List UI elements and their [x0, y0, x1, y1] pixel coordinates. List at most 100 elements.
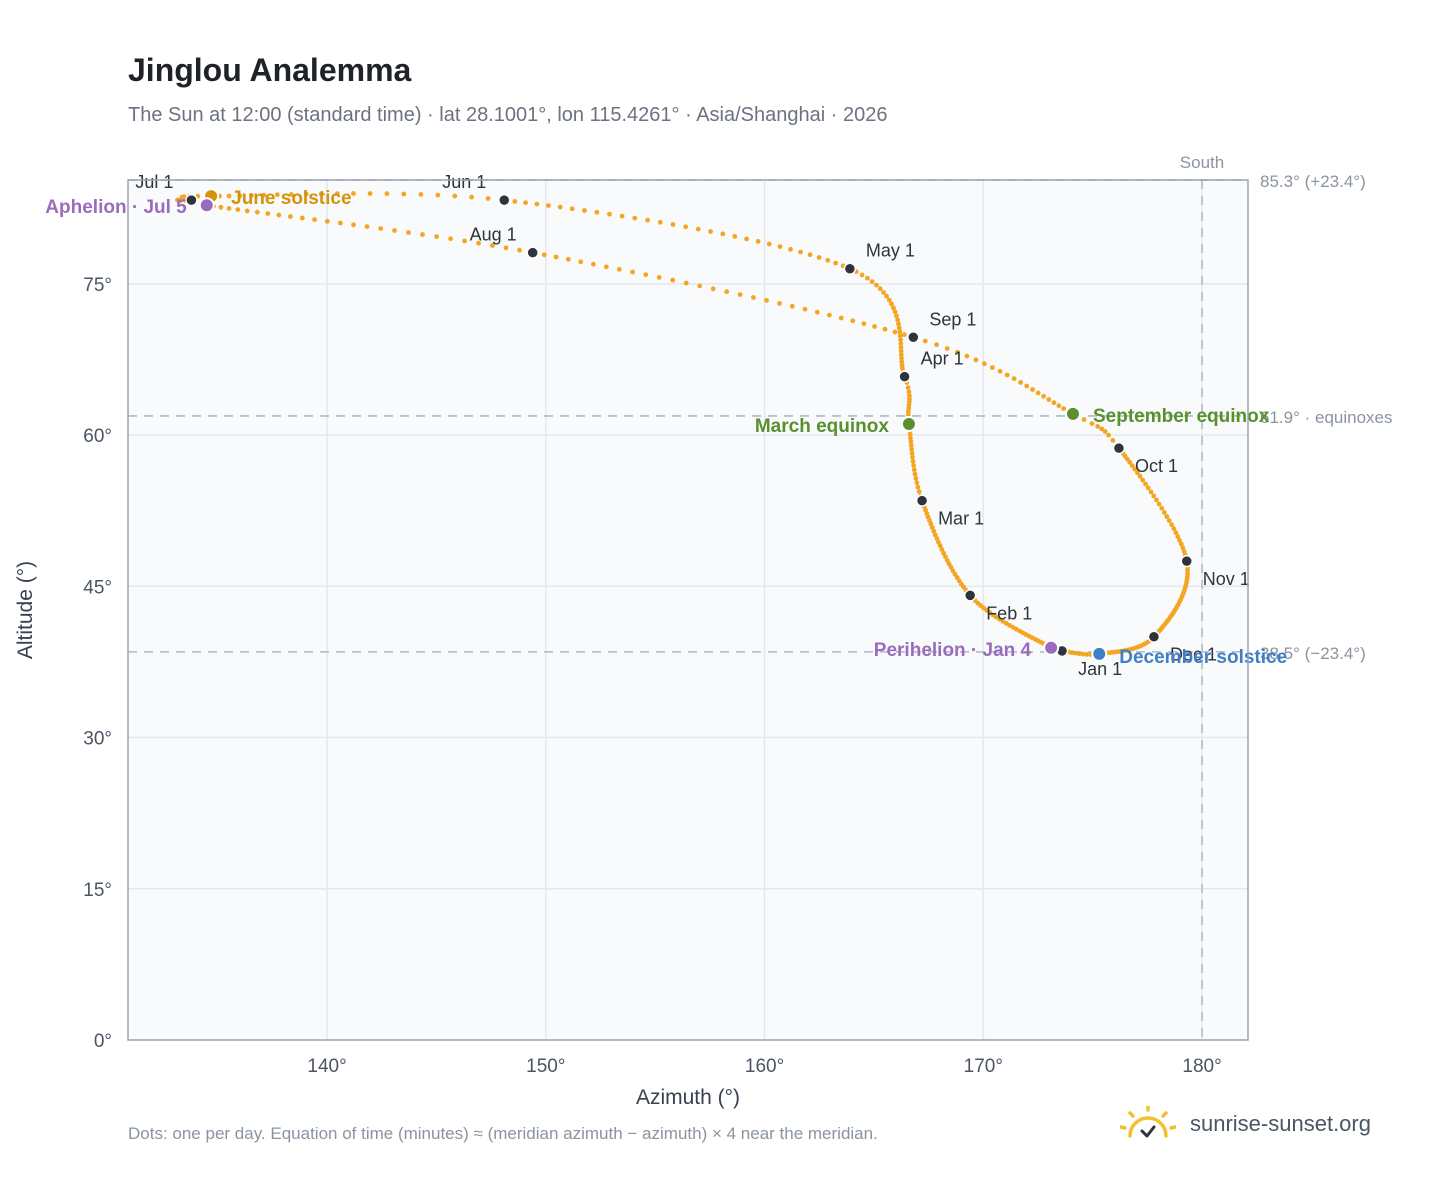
daily-sun-dot [889, 301, 894, 307]
apsis-label: Perihelion · Jan 4 [874, 640, 1032, 661]
reference-line-label: 85.3° (+23.4°) [1260, 172, 1366, 191]
daily-sun-dot [1159, 505, 1165, 511]
chart-subtitle: The Sun at 12:00 (standard time) · lat 2… [128, 104, 888, 126]
daily-sun-dot [954, 349, 960, 355]
month-marker-label: Sep 1 [929, 309, 976, 329]
daily-sun-dot [603, 264, 609, 270]
daily-sun-dot [892, 309, 898, 315]
daily-sun-dot [1106, 432, 1111, 438]
y-tick-label: 75° [83, 275, 112, 296]
daily-sun-dot [1175, 534, 1181, 539]
daily-sun-dot [1151, 493, 1157, 499]
daily-sun-dot [364, 224, 370, 230]
daily-sun-dot [939, 547, 945, 552]
daily-sun-dot [261, 192, 267, 198]
daily-sun-dot [913, 476, 919, 481]
daily-sun-dot [720, 231, 726, 237]
daily-sun-dot [898, 345, 904, 350]
daily-sun-dot [872, 324, 877, 329]
daily-sun-dot [838, 315, 844, 321]
daily-sun-dot [997, 368, 1003, 374]
sun-rising-icon [1120, 1106, 1176, 1138]
daily-sun-dot [289, 192, 294, 197]
apsis-marker [198, 197, 215, 214]
month-marker [526, 246, 539, 259]
daily-sun-dot [452, 193, 458, 199]
equinox-marker [1065, 405, 1081, 422]
plot-background [128, 180, 1248, 1040]
daily-sun-dot [401, 191, 407, 197]
daily-sun-dot [523, 200, 528, 206]
x-axis-label: Azimuth (°) [636, 1086, 740, 1109]
daily-sun-dot [1164, 514, 1170, 519]
daily-sun-dot [337, 220, 343, 226]
daily-sun-dot [1095, 424, 1100, 429]
daily-sun-dot [265, 211, 271, 216]
daily-sun-dot [874, 282, 879, 288]
daily-sun-dot [619, 213, 625, 219]
brand-logo[interactable]: sunrise-sunset.org [1120, 1100, 1371, 1148]
month-marker-label: Mar 1 [938, 509, 984, 529]
month-marker [185, 193, 198, 207]
daily-sun-dot [384, 191, 390, 197]
daily-sun-dot [901, 332, 907, 338]
daily-sun-dot [448, 236, 453, 242]
solstice-june-label: June solstice [231, 188, 351, 209]
daily-sun-dot [557, 204, 563, 210]
daily-sun-dot [1018, 380, 1023, 385]
daily-sun-dot [670, 277, 676, 283]
daily-sun-dot [990, 365, 995, 370]
daily-sun-dot [869, 279, 875, 284]
daily-sun-dot [944, 558, 950, 563]
daily-sun-dot [630, 269, 635, 275]
date-markers [185, 188, 1193, 662]
daily-sun-dot [777, 301, 782, 306]
daily-sun-dot [896, 321, 901, 327]
daily-sun-dot [737, 292, 743, 297]
daily-sun-dot [1145, 485, 1151, 491]
daily-sun-dot [274, 192, 280, 198]
month-marker [963, 589, 977, 602]
x-tick-label: 160° [745, 1056, 784, 1077]
daily-sun-dot [469, 194, 474, 200]
daily-sun-dot [907, 396, 912, 402]
daily-sun-dot [303, 191, 309, 197]
reference-line-label: 38.5° (−23.4°) [1260, 644, 1366, 663]
daily-sun-dot [324, 218, 330, 224]
daily-sun-dot [937, 543, 943, 549]
daily-sun-dot [1024, 383, 1030, 389]
daily-sun-dot [1110, 438, 1116, 443]
daily-sun-dot [1135, 470, 1140, 476]
daily-sun-dot [503, 245, 509, 251]
daily-sun-dot [911, 463, 916, 468]
daily-sun-dot [1127, 459, 1133, 465]
daily-sun-dot [896, 325, 902, 331]
daily-sun-dot [898, 341, 904, 347]
daily-sun-dot [827, 312, 832, 318]
daily-sun-dot [1148, 489, 1154, 495]
month-marker-label: Oct 1 [1135, 456, 1178, 476]
daily-sun-dot [788, 246, 793, 252]
daily-sun-dot [764, 298, 769, 303]
daily-sun-dot [1051, 400, 1057, 406]
month-marker [1147, 630, 1161, 643]
month-marker [1180, 554, 1193, 568]
daily-sun-dot [244, 208, 250, 214]
daily-sun-dot [392, 228, 397, 233]
apsis-marker [1043, 639, 1060, 656]
month-marker-label: Jan 1 [1078, 659, 1122, 679]
daily-sun-dot [877, 286, 883, 292]
daily-sun-dot [1046, 397, 1052, 402]
daily-sun-dot [910, 454, 915, 460]
daily-sun-dot [490, 243, 495, 248]
daily-sun-dot [249, 193, 254, 198]
daily-sun-dot [915, 484, 921, 490]
daily-sun-dot [897, 333, 903, 339]
daily-sun-dot [1166, 518, 1172, 523]
daily-sun-dot [1140, 477, 1146, 483]
daily-sun-dot [177, 198, 183, 204]
daily-sun-dot [825, 257, 831, 263]
daily-sun-dot [582, 208, 587, 213]
month-marker [915, 494, 929, 507]
month-marker-label: Jul 1 [135, 172, 173, 192]
